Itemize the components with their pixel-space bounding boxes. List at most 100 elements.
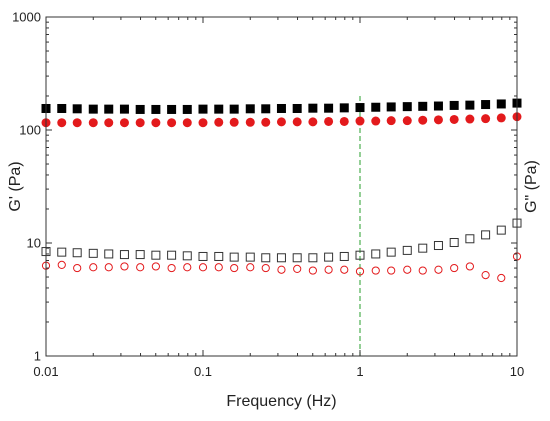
data-point [496, 113, 506, 123]
data-point [198, 263, 208, 272]
data-point [245, 252, 255, 262]
data-point [135, 118, 145, 128]
data-point [182, 118, 192, 128]
data-point [57, 247, 67, 257]
x-tick-label: 0.1 [194, 364, 212, 379]
data-point [481, 270, 490, 280]
data-point [276, 103, 286, 113]
data-point [261, 104, 271, 114]
x-tick-label: 0.01 [33, 364, 58, 379]
data-point [182, 251, 192, 261]
data-point [308, 103, 318, 113]
data-point [339, 103, 349, 113]
data-point [339, 116, 349, 126]
data-point [481, 230, 491, 240]
data-point [151, 262, 160, 271]
y-tick-label: 10 [27, 236, 41, 251]
data-point [308, 266, 317, 275]
data-point [339, 251, 349, 261]
data-point [135, 250, 145, 260]
data-point [151, 250, 161, 260]
data-point [229, 104, 239, 114]
data-point [355, 116, 365, 126]
data-point [230, 263, 239, 273]
data-point [450, 263, 459, 273]
data-point [292, 103, 302, 113]
data-point [324, 265, 333, 274]
data-point [167, 263, 176, 273]
data-point [104, 263, 113, 272]
data-point [418, 243, 428, 253]
data-point [214, 263, 223, 272]
data-point [371, 266, 380, 275]
data-point [72, 104, 82, 114]
data-point [434, 265, 443, 274]
data-point [104, 249, 114, 259]
data-point [229, 117, 239, 127]
data-point [449, 238, 459, 248]
data-point [449, 114, 459, 124]
data-point [261, 263, 270, 273]
data-point [387, 266, 396, 275]
data-point [198, 251, 208, 261]
data-point [386, 247, 396, 257]
data-point [465, 100, 475, 110]
data-point [276, 253, 286, 263]
data-point [433, 115, 443, 125]
data-point [292, 253, 302, 263]
data-point [402, 245, 412, 255]
series-1 [41, 98, 522, 114]
data-point [465, 234, 475, 244]
data-point [89, 263, 98, 272]
data-point [402, 116, 412, 126]
data-point [261, 253, 271, 263]
data-point [355, 250, 365, 260]
data-point [293, 264, 302, 273]
series-4 [41, 252, 522, 283]
data-point [481, 100, 491, 110]
data-point [261, 117, 271, 127]
x-tick-label: 10 [510, 364, 524, 379]
data-point [229, 252, 239, 262]
y-tick-label: 1 [34, 349, 41, 364]
data-point [340, 265, 349, 274]
data-point [57, 103, 67, 113]
data-point [88, 104, 98, 114]
series-2 [41, 112, 522, 128]
series-group [41, 98, 522, 283]
data-point [386, 102, 396, 112]
data-point [183, 263, 192, 272]
data-point [308, 117, 318, 127]
data-point [324, 116, 334, 126]
data-point [72, 118, 82, 128]
data-point [277, 265, 286, 274]
data-point [433, 101, 443, 111]
data-point [418, 101, 428, 111]
data-point [198, 104, 208, 114]
y-axis-title-left: G' (Pa) [7, 161, 24, 211]
tick-labels-group: 0.01 0.1 1 10 1 10 100 1000 [12, 10, 524, 380]
data-point [371, 249, 381, 259]
data-point [120, 262, 129, 271]
data-point [214, 251, 224, 261]
data-point [119, 250, 129, 260]
data-point [386, 116, 396, 126]
series-3 [41, 218, 522, 263]
data-point [182, 104, 192, 114]
data-point [246, 263, 255, 272]
data-point [151, 104, 161, 114]
data-point [418, 266, 427, 275]
data-point [167, 104, 177, 114]
data-point [496, 225, 506, 235]
data-point [276, 117, 286, 127]
data-point [167, 118, 177, 128]
ticks-group [45, 16, 518, 357]
data-point [88, 118, 98, 128]
data-point [496, 99, 506, 109]
y-tick-label: 100 [19, 123, 41, 138]
data-point [57, 118, 67, 128]
data-point [324, 103, 334, 113]
data-point [136, 263, 145, 272]
